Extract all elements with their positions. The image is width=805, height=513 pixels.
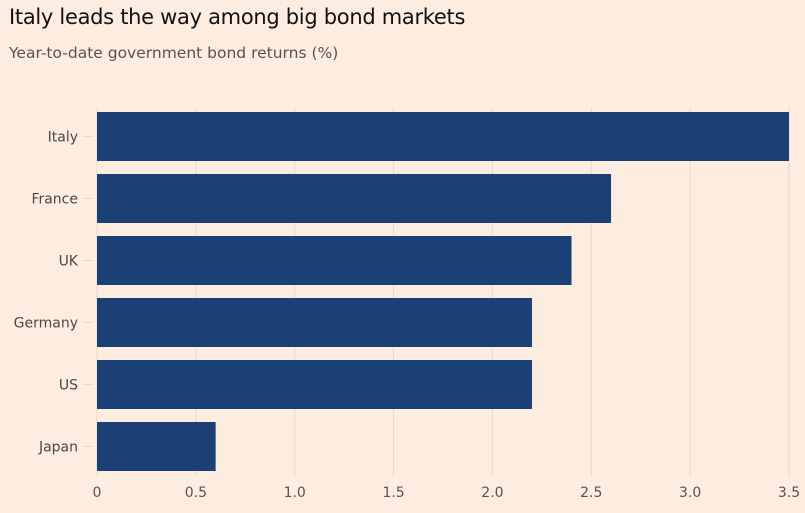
bar-us: [97, 360, 532, 409]
category-label: Germany: [14, 316, 78, 332]
bar-france: [97, 174, 612, 223]
x-tick-label: 1.5: [382, 485, 404, 501]
x-tick-label: 2.0: [481, 485, 503, 501]
x-tick-label: 1.0: [284, 485, 306, 501]
bar-japan: [97, 422, 216, 471]
bar-italy: [97, 112, 789, 161]
grid-lines: [96, 107, 790, 477]
bars: [97, 112, 789, 471]
category-label: Japan: [38, 440, 78, 456]
chart-subtitle: Year-to-date government bond returns (%): [9, 44, 339, 62]
category-label: France: [31, 192, 78, 208]
x-tick-label: 0.5: [185, 485, 207, 501]
x-tick-label: 3.0: [679, 485, 701, 501]
x-tick-label: 2.5: [580, 485, 602, 501]
category-labels: Italy France UK Germany US Japan: [14, 130, 93, 456]
category-label: Italy: [48, 130, 78, 146]
bar-germany: [97, 298, 532, 347]
chart-title: Italy leads the way among big bond marke…: [9, 5, 466, 29]
x-tick-labels: 0 0.5 1.0 1.5 2.0 2.5 3.0 3.5: [93, 485, 801, 501]
x-tick-label: 0: [93, 485, 102, 501]
x-tick-label: 3.5: [778, 485, 800, 501]
category-label: US: [59, 378, 78, 394]
bar-uk: [97, 236, 572, 285]
category-label: UK: [59, 254, 79, 270]
